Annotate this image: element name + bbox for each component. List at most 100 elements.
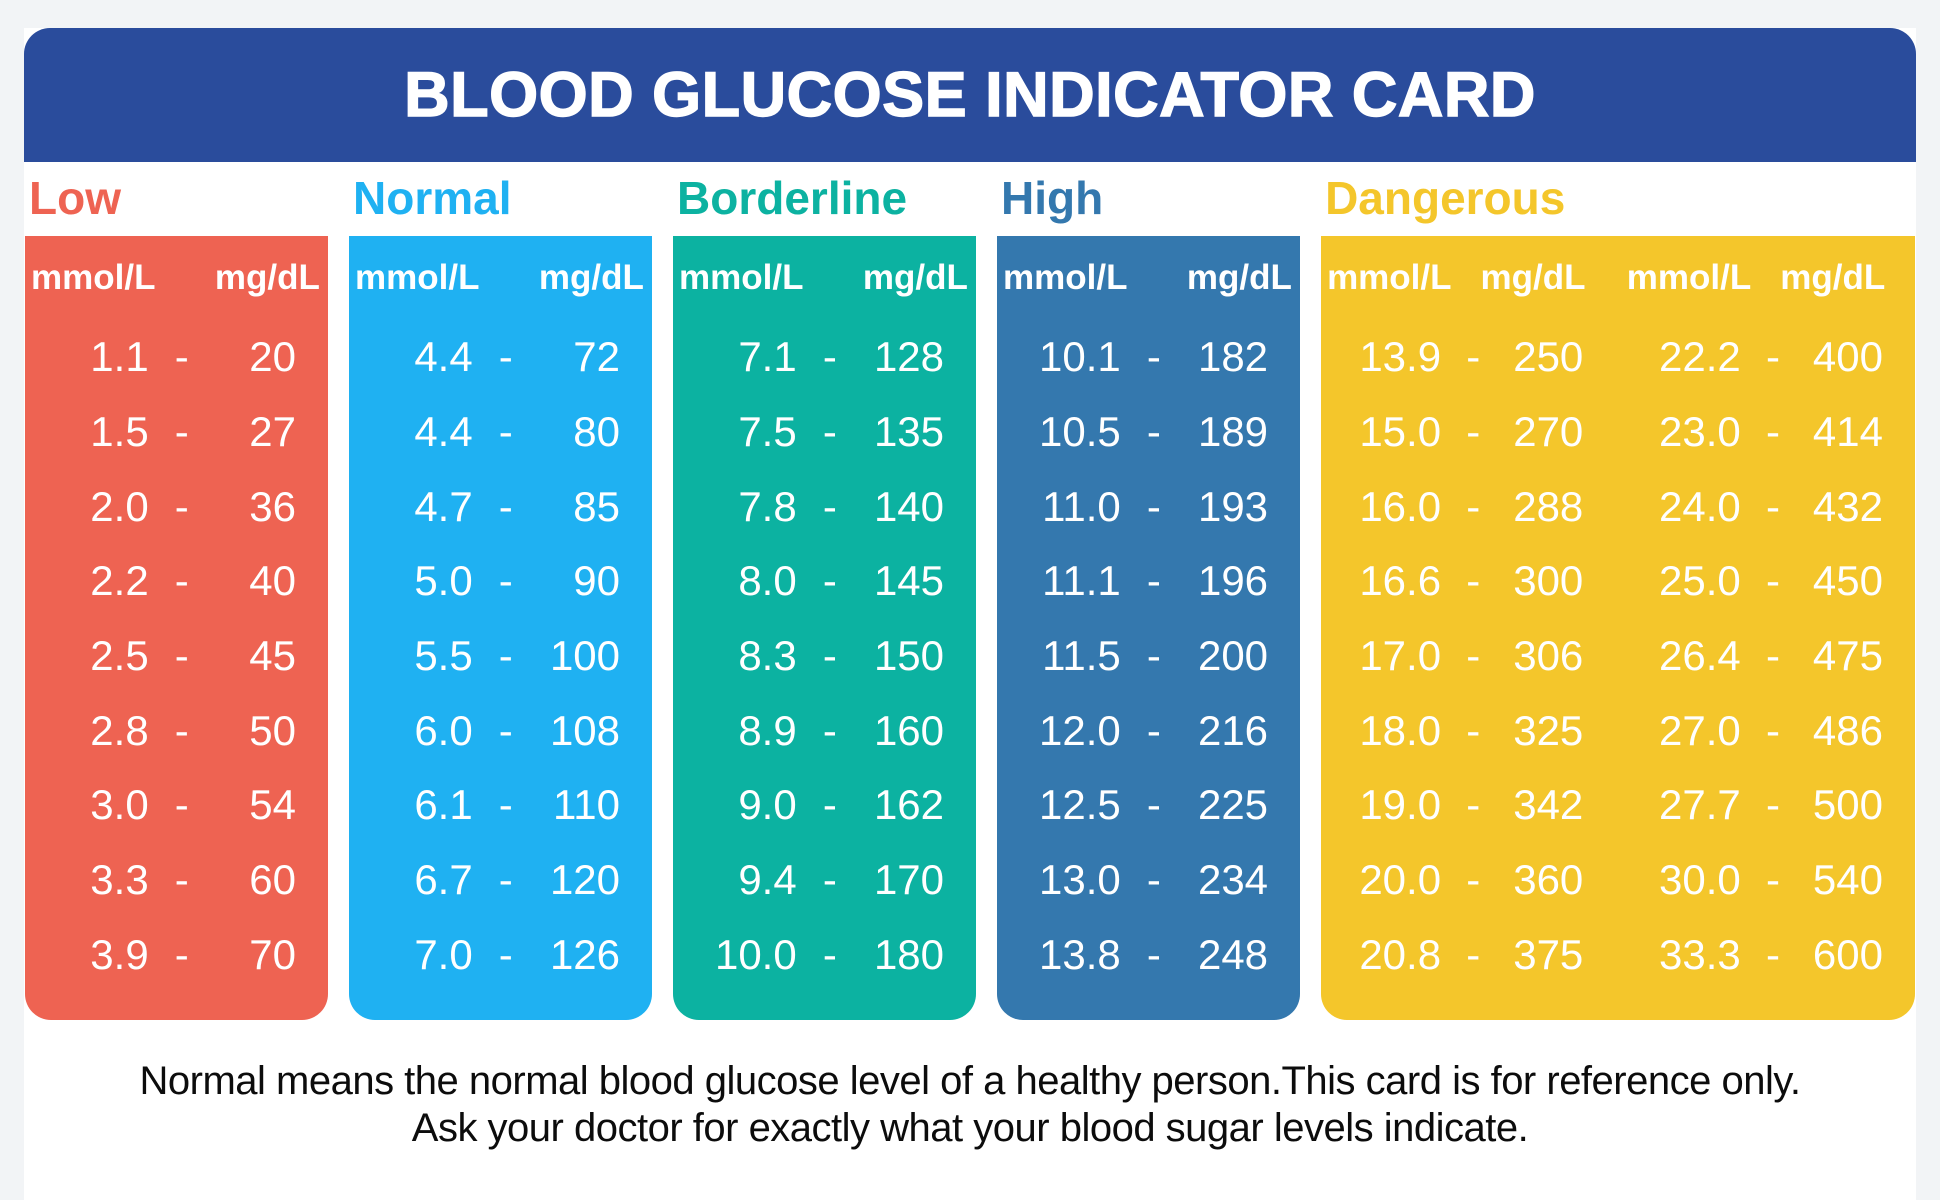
- value-pair: 7.1-128: [679, 336, 970, 378]
- category-panel-borderline: Borderline mmol/L mg/dL 7.1-128 7.5-135 7.8…: [673, 162, 977, 1020]
- mmol-value: 19.0: [1359, 781, 1442, 829]
- mmol-value: 10.1: [1038, 333, 1121, 381]
- panel-body-low: mmol/L mg/dL 1.1-20 1.5-27 2.0-36 2.2-40 2.5-…: [25, 236, 329, 1020]
- range-dash: -: [1466, 482, 1481, 530]
- unit-header-pair: mmol/L mg/dL: [355, 258, 646, 298]
- value-row: 7.0-126: [355, 917, 646, 992]
- mmol-value: 33.3: [1659, 930, 1741, 978]
- value-pair: 15.0-270: [1327, 407, 1609, 455]
- value-row: 6.7-120: [355, 843, 646, 918]
- value-row: 1.1- 20: [31, 320, 322, 395]
- mmol-value: 10.5: [1038, 407, 1121, 455]
- value-pair: 16.6-300: [1327, 560, 1609, 602]
- value-pair: 13.8-248: [1003, 933, 1294, 976]
- value-row: 1.5- 27: [31, 395, 322, 470]
- mmol-value: 30.0: [1659, 855, 1741, 903]
- range-dash: -: [174, 482, 189, 530]
- range-dash: -: [1146, 557, 1161, 605]
- value-pair: 2.5- 45: [31, 634, 322, 677]
- range-dash: -: [822, 930, 837, 978]
- range-dash: -: [1466, 781, 1481, 829]
- value-row: 20.8-375 33.3-600: [1327, 917, 1909, 992]
- range-dash: -: [174, 781, 189, 829]
- range-dash: -: [1765, 631, 1780, 679]
- value-pair: 4.7- 85: [355, 482, 646, 530]
- value-pair: 17.0-306: [1327, 634, 1609, 677]
- category-label-low: Low: [29, 172, 121, 224]
- value-pair: 12.0-216: [1003, 709, 1294, 752]
- value-pair: 1.5- 27: [31, 407, 322, 455]
- value-pair: 26.4-475: [1627, 631, 1909, 679]
- mmol-value: 27.0: [1659, 706, 1741, 754]
- value-pair: 27.0-486: [1627, 706, 1909, 754]
- value-row: 16.0-288 24.0-432: [1327, 469, 1909, 544]
- mg-value: 414: [1812, 407, 1883, 455]
- mmol-value: 25.0: [1659, 557, 1741, 605]
- range-dash: -: [498, 407, 513, 455]
- value-row: 2.0- 36: [31, 469, 322, 544]
- unit-header-row: mmol/L mg/dL mmol/L mg/dL: [1327, 258, 1909, 298]
- mg-value: 126: [549, 930, 621, 978]
- value-pair: 13.9-250: [1327, 336, 1609, 378]
- category-panel-low: Low mmol/L mg/dL 1.1-20 1.5-27 2.0-36 2.2-40…: [25, 162, 329, 1020]
- mg-value: 120: [549, 855, 621, 903]
- value-pair: 2.2- 40: [31, 560, 322, 602]
- mmol-value: 4.7: [414, 482, 473, 530]
- unit-mg-label: mg/dL: [538, 258, 644, 297]
- value-pair: 3.0- 54: [31, 784, 322, 826]
- range-dash: -: [1765, 482, 1780, 530]
- mmol-value: 18.0: [1359, 706, 1442, 754]
- value-pair: 10.1-182: [1003, 336, 1294, 378]
- unit-header-row: mmol/L mg/dL: [679, 258, 970, 298]
- mg-value: 90: [573, 557, 621, 605]
- range-dash: -: [822, 631, 837, 679]
- mmol-value: 2.0: [90, 482, 149, 530]
- range-dash: -: [822, 333, 837, 381]
- value-row: 5.0- 90: [355, 544, 646, 619]
- value-row: 10.1-182: [1003, 320, 1294, 395]
- value-row: 8.9-160: [679, 693, 970, 768]
- mmol-value: 1.1: [90, 333, 149, 381]
- mg-value: 225: [1197, 781, 1269, 829]
- mg-value: 400: [1812, 333, 1883, 381]
- mmol-value: 11.5: [1042, 631, 1121, 679]
- mmol-value: 8.3: [738, 631, 797, 679]
- mmol-value: 8.9: [738, 706, 797, 754]
- value-pair: 11.0-193: [1003, 482, 1294, 530]
- range-dash: -: [1146, 631, 1161, 679]
- value-row: 18.0-325 27.0-486: [1327, 693, 1909, 768]
- range-dash: -: [498, 482, 513, 530]
- unit-mmol-label: mmol/L: [31, 258, 156, 297]
- mg-value: 60: [249, 855, 296, 903]
- range-dash: -: [1466, 407, 1481, 455]
- value-row: 13.8-248: [1003, 917, 1294, 992]
- range-dash: -: [498, 333, 513, 381]
- footer-note: Normal means the normal blood glucose le…: [24, 1058, 1916, 1152]
- mg-value: 432: [1812, 482, 1883, 530]
- category-panel-dangerous: Dangerous mmol/L mg/dL mmol/L mg/dL 13.9-25…: [1321, 162, 1915, 1020]
- mmol-value: 16.6: [1359, 557, 1442, 605]
- mg-value: 170: [873, 855, 945, 903]
- unit-mg-label: mg/dL: [1780, 258, 1886, 297]
- mg-value: 200: [1197, 631, 1269, 679]
- panel-body-high: mmol/L mg/dL 10.1-182 10.5-189 11.0-193 11.1…: [997, 236, 1301, 1020]
- value-pair: 1.1- 20: [31, 336, 322, 378]
- mg-value: 128: [873, 333, 945, 381]
- range-dash: -: [1466, 855, 1481, 903]
- mmol-value: 23.0: [1659, 407, 1741, 455]
- unit-header-row: mmol/L mg/dL: [1003, 258, 1294, 298]
- value-row: 20.0-360 30.0-540: [1327, 843, 1909, 918]
- range-dash: -: [174, 333, 189, 381]
- range-dash: -: [1146, 482, 1161, 530]
- range-dash: -: [1765, 855, 1780, 903]
- range-dash: -: [174, 407, 189, 455]
- value-row: 6.0-108: [355, 693, 646, 768]
- value-pair: 4.4- 72: [355, 336, 646, 378]
- mmol-value: 3.0: [90, 781, 149, 829]
- footer-line-1: Normal means the normal blood glucose le…: [139, 1059, 1801, 1103]
- mmol-value: 8.0: [738, 557, 797, 605]
- panel-body-borderline: mmol/L mg/dL 7.1-128 7.5-135 7.8-140 8.0-145…: [673, 236, 977, 1020]
- unit-header-pair: mmol/L mg/dL: [1327, 258, 1609, 298]
- value-pair: 23.0-414: [1627, 407, 1909, 455]
